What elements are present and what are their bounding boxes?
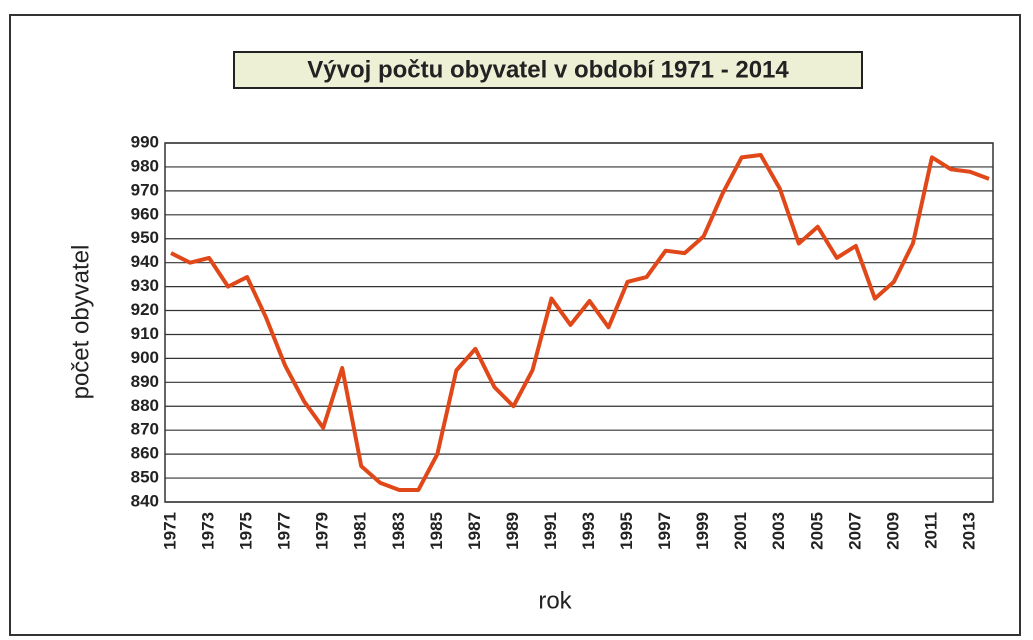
y-axis-label: počet obyvatel: [67, 245, 94, 400]
y-tick-label: 920: [131, 300, 159, 319]
y-tick-label: 940: [131, 252, 159, 271]
x-tick-label: 1985: [427, 512, 446, 550]
x-tick-label: 2003: [769, 512, 788, 550]
x-tick-label: 1983: [389, 512, 408, 550]
x-tick-label: 2001: [731, 512, 750, 550]
x-tick-label: 1999: [693, 512, 712, 550]
y-tick-label: 880: [131, 396, 159, 415]
data-line: [170, 152, 990, 493]
y-tick-label: 840: [131, 491, 159, 510]
x-tick-label: 1995: [617, 512, 636, 550]
title-box: [233, 51, 863, 89]
y-tick-label: 990: [131, 132, 159, 151]
x-tick-label: 1981: [351, 512, 370, 550]
x-tick-label: 2013: [959, 512, 978, 550]
chart-title: Vývoj počtu obyvatel v období 1971 - 201…: [307, 56, 789, 83]
y-tick-label: 890: [131, 372, 159, 391]
y-tick-label: 970: [131, 180, 159, 199]
x-tick-label: 2007: [845, 512, 864, 550]
y-tick-label: 950: [131, 228, 159, 247]
y-tick-label: 930: [131, 276, 159, 295]
x-tick-label: 1987: [465, 512, 484, 550]
x-tick-label: 2011: [921, 512, 940, 549]
y-tick-label: 860: [131, 444, 159, 463]
x-tick-label: 1977: [275, 512, 294, 550]
x-tick-label: 1997: [655, 512, 674, 550]
y-tick-label: 900: [131, 348, 159, 367]
y-tick-label: 870: [131, 420, 159, 439]
plot-area: [164, 142, 994, 503]
y-tick-label: 960: [131, 204, 159, 223]
x-tick-label: 1991: [541, 512, 560, 550]
x-tick-label: 2009: [883, 512, 902, 550]
x-tick-label: 1975: [237, 512, 256, 550]
y-tick-label: 980: [131, 156, 159, 175]
x-tick-label: 1989: [503, 512, 522, 550]
x-tick-label: 2005: [807, 512, 826, 550]
x-axis-label: rok: [538, 587, 572, 614]
x-tick-label: 1993: [579, 512, 598, 550]
y-tick-label: 910: [131, 324, 159, 343]
y-tick-label: 850: [131, 468, 159, 487]
x-tick-label: 1971: [160, 512, 179, 550]
x-tick-label: 1973: [199, 512, 218, 550]
x-tick-label: 1979: [313, 512, 332, 550]
